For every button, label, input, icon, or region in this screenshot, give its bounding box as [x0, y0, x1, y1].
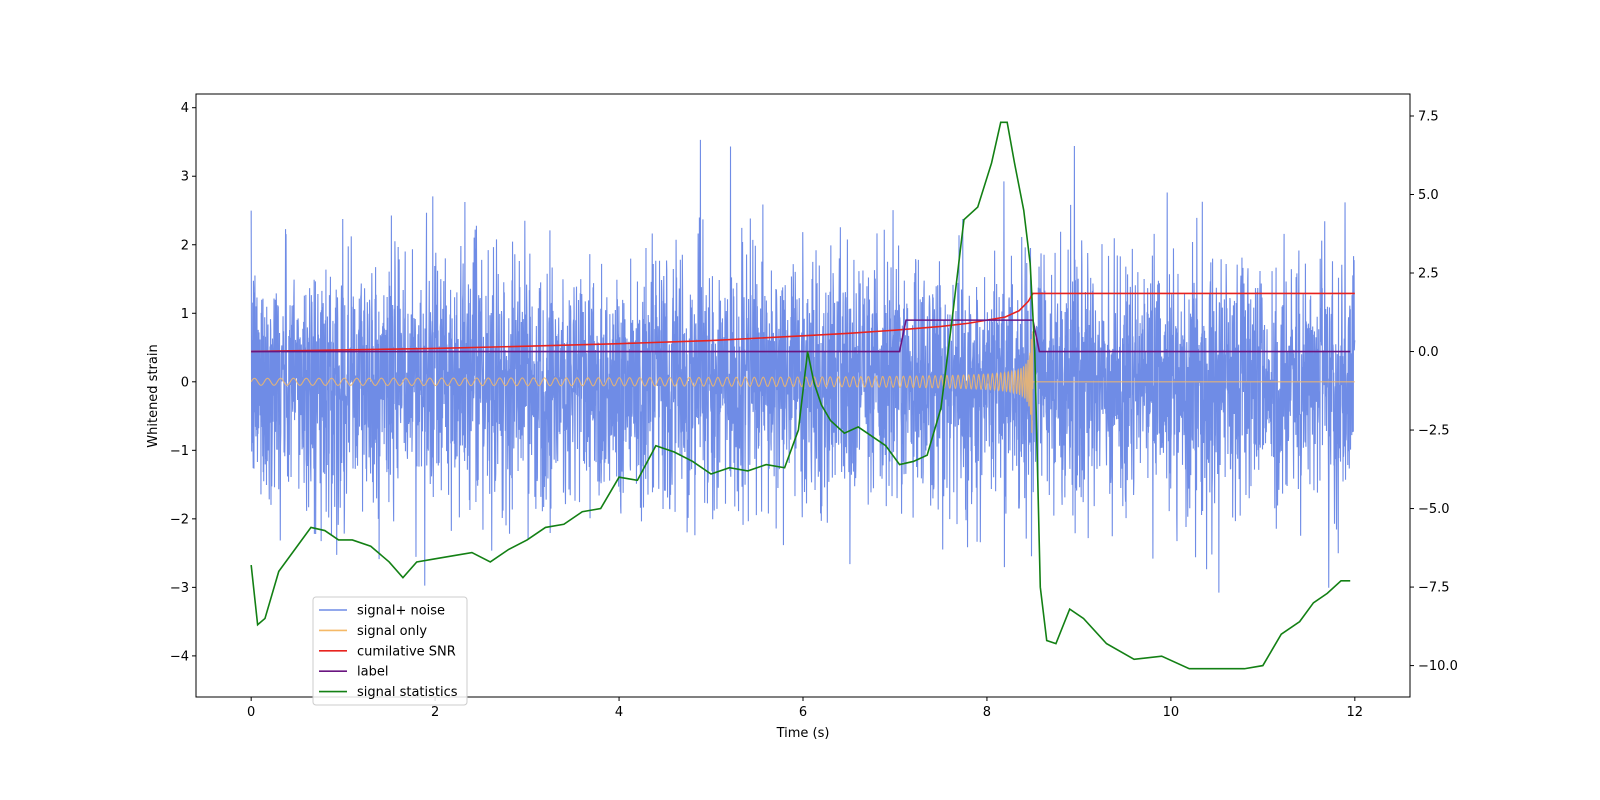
y-tick-label: 0 [181, 375, 189, 390]
y2-tick-label: 0.0 [1418, 345, 1439, 360]
y2-tick-label: 2.5 [1418, 267, 1439, 282]
y-tick-label: −1 [170, 444, 189, 459]
x-tick-label: 6 [799, 705, 807, 720]
x-tick-label: 8 [983, 705, 991, 720]
y-tick-label: 1 [181, 307, 189, 322]
y-tick-label: −4 [170, 649, 189, 664]
series-signal-noise [250, 139, 1356, 593]
legend-label: signal statistics [357, 685, 458, 700]
x-tick-label: 4 [615, 705, 623, 720]
y2-tick-label: 7.5 [1418, 109, 1439, 124]
y2-tick-label: 5.0 [1418, 188, 1439, 203]
y-axis-left: −4 −3 −2 −1 0 1 2 3 4 [170, 101, 196, 664]
series-label [251, 319, 1351, 353]
series-layer [250, 121, 1356, 670]
y2-tick-label: −10.0 [1418, 659, 1458, 674]
y-axis-label: Whitened strain [146, 344, 161, 447]
y2-tick-label: −2.5 [1418, 424, 1450, 439]
legend-label: signal only [357, 624, 427, 639]
legend-label: signal+ noise [357, 604, 445, 619]
x-tick-label: 10 [1163, 705, 1180, 720]
y-tick-label: 4 [181, 101, 189, 116]
y-axis-right: −10.0 −7.5 −5.0 −2.5 0.0 2.5 5.0 7.5 [1410, 109, 1458, 674]
x-axis-label: Time (s) [776, 726, 830, 741]
x-tick-label: 12 [1347, 705, 1364, 720]
y-tick-label: 3 [181, 170, 189, 185]
x-tick-label: 2 [431, 705, 439, 720]
legend-box [312, 596, 468, 706]
legend: signal+ noise signal only cumilative SNR la… [312, 596, 468, 706]
y2-tick-label: −7.5 [1418, 581, 1450, 596]
series-signal-statistics [250, 121, 1351, 670]
y2-tick-label: −5.0 [1418, 502, 1450, 517]
x-tick-label: 0 [247, 705, 255, 720]
legend-label: cumilative SNR [357, 644, 456, 659]
series-cumilative-snr [251, 292, 1355, 353]
legend-label: label [357, 665, 388, 680]
y-tick-label: −3 [170, 581, 189, 596]
y-tick-label: 2 [181, 238, 189, 253]
y-tick-label: −2 [170, 512, 189, 527]
